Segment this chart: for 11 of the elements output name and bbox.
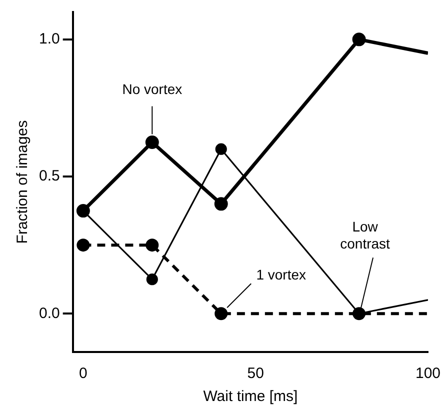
y-axis-title: Fraction of images [14,120,32,244]
series-label: Low contrast [340,218,390,252]
x-tick-label: 0 [79,365,88,382]
y-tick-label: 0.0 [38,304,60,322]
x-tick-label: 50 [247,365,264,382]
x-axis-title: Wait time [ms] [203,388,298,406]
text: 1 vortex [256,266,306,282]
y-tick-label: 0.5 [38,168,60,185]
text: No vortex [122,81,182,98]
y-tick-label: 1.0 [38,30,60,48]
x-tick-label: 100 [415,365,441,382]
